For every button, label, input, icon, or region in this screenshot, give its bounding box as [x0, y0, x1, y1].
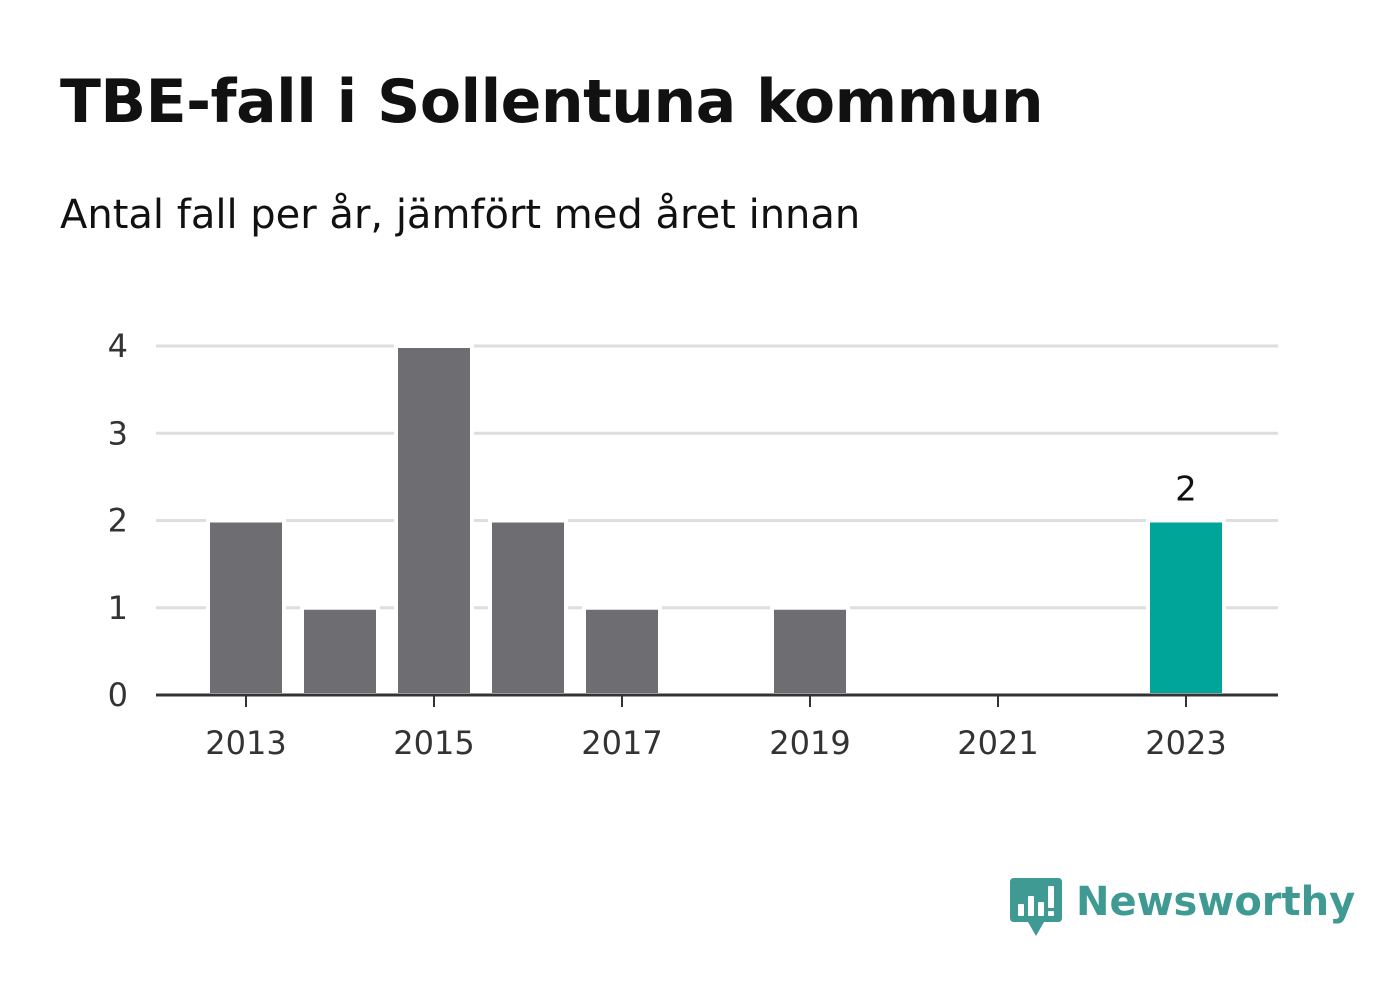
x-tick-label: 2015 [393, 724, 474, 762]
bar-highlight [1146, 518, 1226, 697]
data-label: 2 [1175, 470, 1197, 510]
bar [394, 344, 474, 697]
y-tick-label: 4 [108, 327, 128, 365]
bar [488, 518, 568, 697]
logo-text: Newsworthy [1076, 879, 1356, 925]
x-tick-label: 2017 [581, 724, 662, 762]
x-tick-label: 2023 [1145, 724, 1226, 762]
bar [300, 605, 380, 697]
x-tick-label: 2019 [769, 724, 850, 762]
y-tick-label: 1 [108, 589, 128, 627]
bar [206, 518, 286, 697]
data-labels: 2 [1175, 470, 1197, 510]
x-tick-label: 2021 [957, 724, 1038, 762]
newsworthy-bar-chart-speech-bubble-icon [1010, 878, 1062, 936]
x-tick-label: 2013 [205, 724, 286, 762]
chart-subtitle: Antal fall per år, jämfört med året inna… [60, 192, 861, 238]
chart-title: TBE-fall i Sollentuna kommun [60, 67, 1044, 137]
newsworthy-logo: Newsworthy [1010, 878, 1355, 942]
y-tick-label: 0 [108, 676, 128, 714]
x-axis-ticks: 2013 2015 2017 2019 2021 2023 [205, 695, 1227, 762]
bar [770, 605, 850, 697]
y-tick-label: 2 [108, 502, 128, 540]
y-tick-label: 3 [108, 414, 128, 452]
y-axis-ticks: 0 1 2 3 4 [108, 327, 128, 714]
gridlines [156, 344, 1278, 610]
bar [582, 605, 662, 697]
